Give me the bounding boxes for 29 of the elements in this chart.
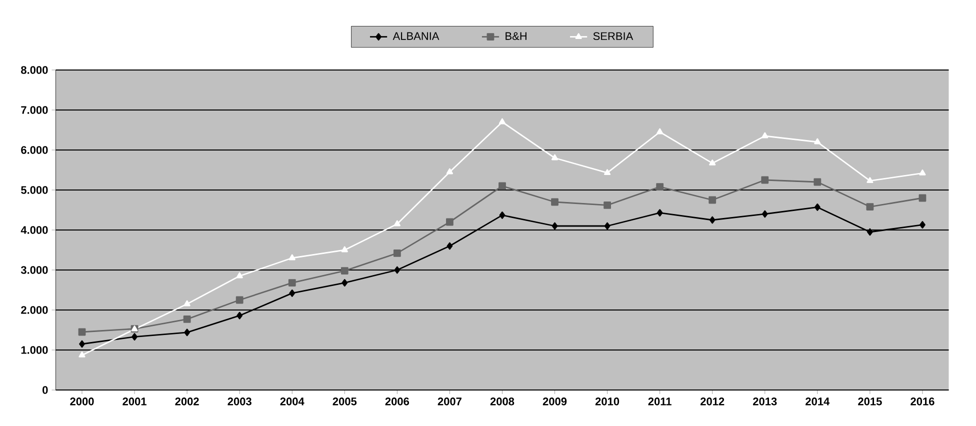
x-tick-label: 2000 — [70, 398, 94, 406]
y-tick-label: 4.000 — [20, 226, 48, 234]
x-tick-label: 2002 — [175, 398, 199, 406]
legend-label: ALBANIA — [392, 32, 440, 40]
x-tick-label: 2005 — [332, 398, 357, 406]
y-tick-label: 6.000 — [21, 146, 48, 154]
legend-label: B&H — [506, 32, 526, 40]
y-tick-label: 2.000 — [21, 306, 48, 314]
x-tick-label: 2015 — [858, 398, 882, 406]
x-tick-label: 2011 — [648, 398, 672, 406]
x-tick-label: 2001 — [122, 398, 146, 406]
y-tick-label: 5.000 — [21, 186, 48, 194]
x-tick-label: 2013 — [753, 398, 777, 406]
legend-label: SERBIA — [593, 32, 634, 40]
x-tick-label: 2008 — [490, 398, 514, 406]
y-tick-label: 7.000 — [21, 106, 48, 114]
x-tick-label: 2004 — [280, 398, 304, 406]
y-tick-label: 0 — [42, 386, 48, 394]
y-tick-label: 3.000 — [20, 266, 48, 274]
x-tick-label: 2007 — [438, 398, 462, 406]
x-tick-label: 2006 — [385, 398, 410, 406]
y-tick-label: 1.000 — [21, 346, 48, 354]
x-tick-label: 2009 — [542, 398, 567, 406]
x-tick-label: 2012 — [700, 398, 724, 406]
x-tick-label: 2016 — [910, 398, 934, 406]
x-tick-label: 2014 — [806, 398, 830, 406]
y-tick-label: 8.000 — [21, 66, 48, 74]
x-tick-label: 2003 — [228, 398, 252, 406]
x-tick-label: 2010 — [595, 398, 620, 406]
